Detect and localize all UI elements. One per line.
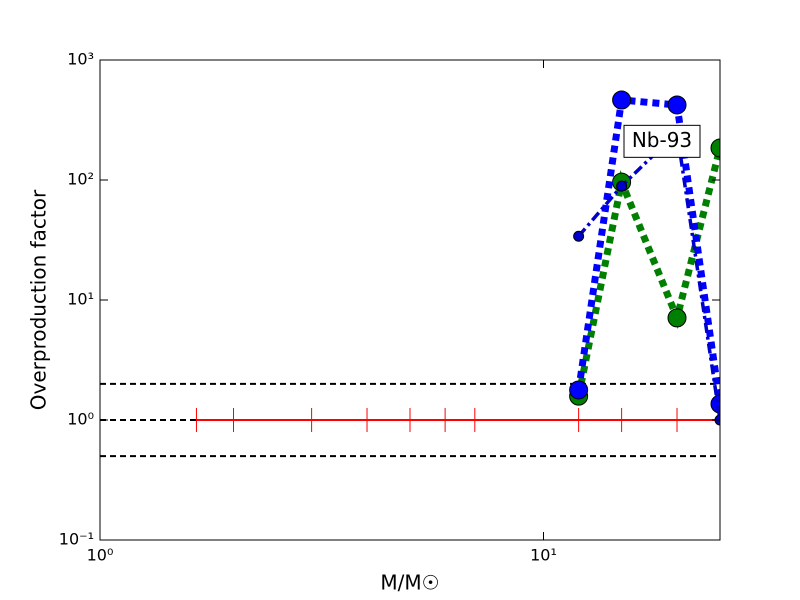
y-tick-label: 10⁻¹: [59, 530, 94, 549]
y-tick-label: 10³: [67, 50, 94, 69]
series-line: [577, 128, 720, 421]
y-axis-label: Overproduction factor: [27, 189, 51, 410]
point-marker: [569, 380, 589, 400]
x-tick-label: 10⁰: [87, 546, 114, 565]
point-marker: [573, 230, 585, 242]
y-tick-label: 10¹: [67, 290, 94, 309]
point-marker: [667, 308, 687, 328]
annotation: Nb-93: [632, 128, 692, 152]
x-tick-label: 10¹: [530, 546, 557, 565]
y-tick-label: 10²: [67, 170, 94, 189]
plot-area: [100, 90, 720, 458]
plot-frame: [99, 59, 721, 541]
y-tick-label: 10⁰: [67, 410, 94, 429]
series-line: [575, 147, 720, 397]
point-marker: [616, 180, 628, 192]
point-marker: [612, 90, 632, 110]
series-line: [575, 96, 720, 405]
point-marker: [710, 138, 720, 158]
annotation-box: [623, 124, 701, 158]
point-marker: [667, 95, 687, 115]
x-axis-label: M/M☉: [380, 571, 439, 595]
